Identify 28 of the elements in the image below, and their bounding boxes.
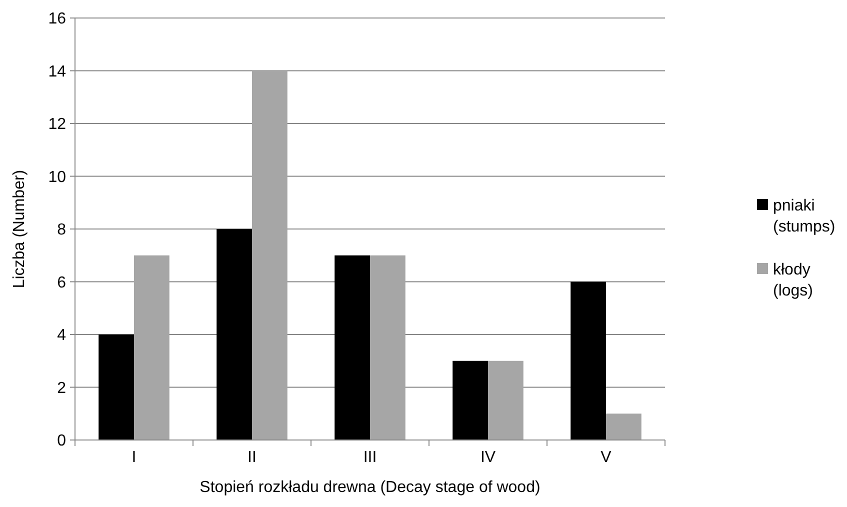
y-tick-label: 16 <box>48 10 66 28</box>
bar <box>216 229 252 440</box>
x-tick-label: V <box>600 449 612 466</box>
x-axis-title: Stopień rozkładu drewna (Decay stage of wood) <box>200 479 540 496</box>
legend-label: kłody (logs) <box>773 262 814 300</box>
y-tick-label: 12 <box>48 116 66 134</box>
x-tick-label: I <box>132 449 136 466</box>
y-tick-label: 6 <box>57 274 66 292</box>
bar <box>452 360 488 440</box>
bar <box>488 360 524 440</box>
bar <box>606 414 642 440</box>
y-axis-title: Liczba (Number) <box>11 170 28 288</box>
y-tick-label: 2 <box>57 380 66 397</box>
bar <box>98 334 134 440</box>
y-tick-label: 0 <box>57 432 66 450</box>
y-tick-label: 4 <box>57 327 66 344</box>
legend-label: pniaki (stumps) <box>773 198 836 236</box>
bar <box>570 282 606 440</box>
x-tick-label: IV <box>480 449 496 466</box>
bar <box>370 255 406 440</box>
y-tick-label: 8 <box>57 222 66 239</box>
bar <box>134 255 170 440</box>
y-tick-label: 10 <box>48 168 66 186</box>
x-tick-label: III <box>363 449 377 466</box>
x-tick-label: II <box>248 449 256 466</box>
bar <box>334 255 370 440</box>
y-tick-label: 14 <box>48 63 66 80</box>
bar <box>252 70 288 440</box>
